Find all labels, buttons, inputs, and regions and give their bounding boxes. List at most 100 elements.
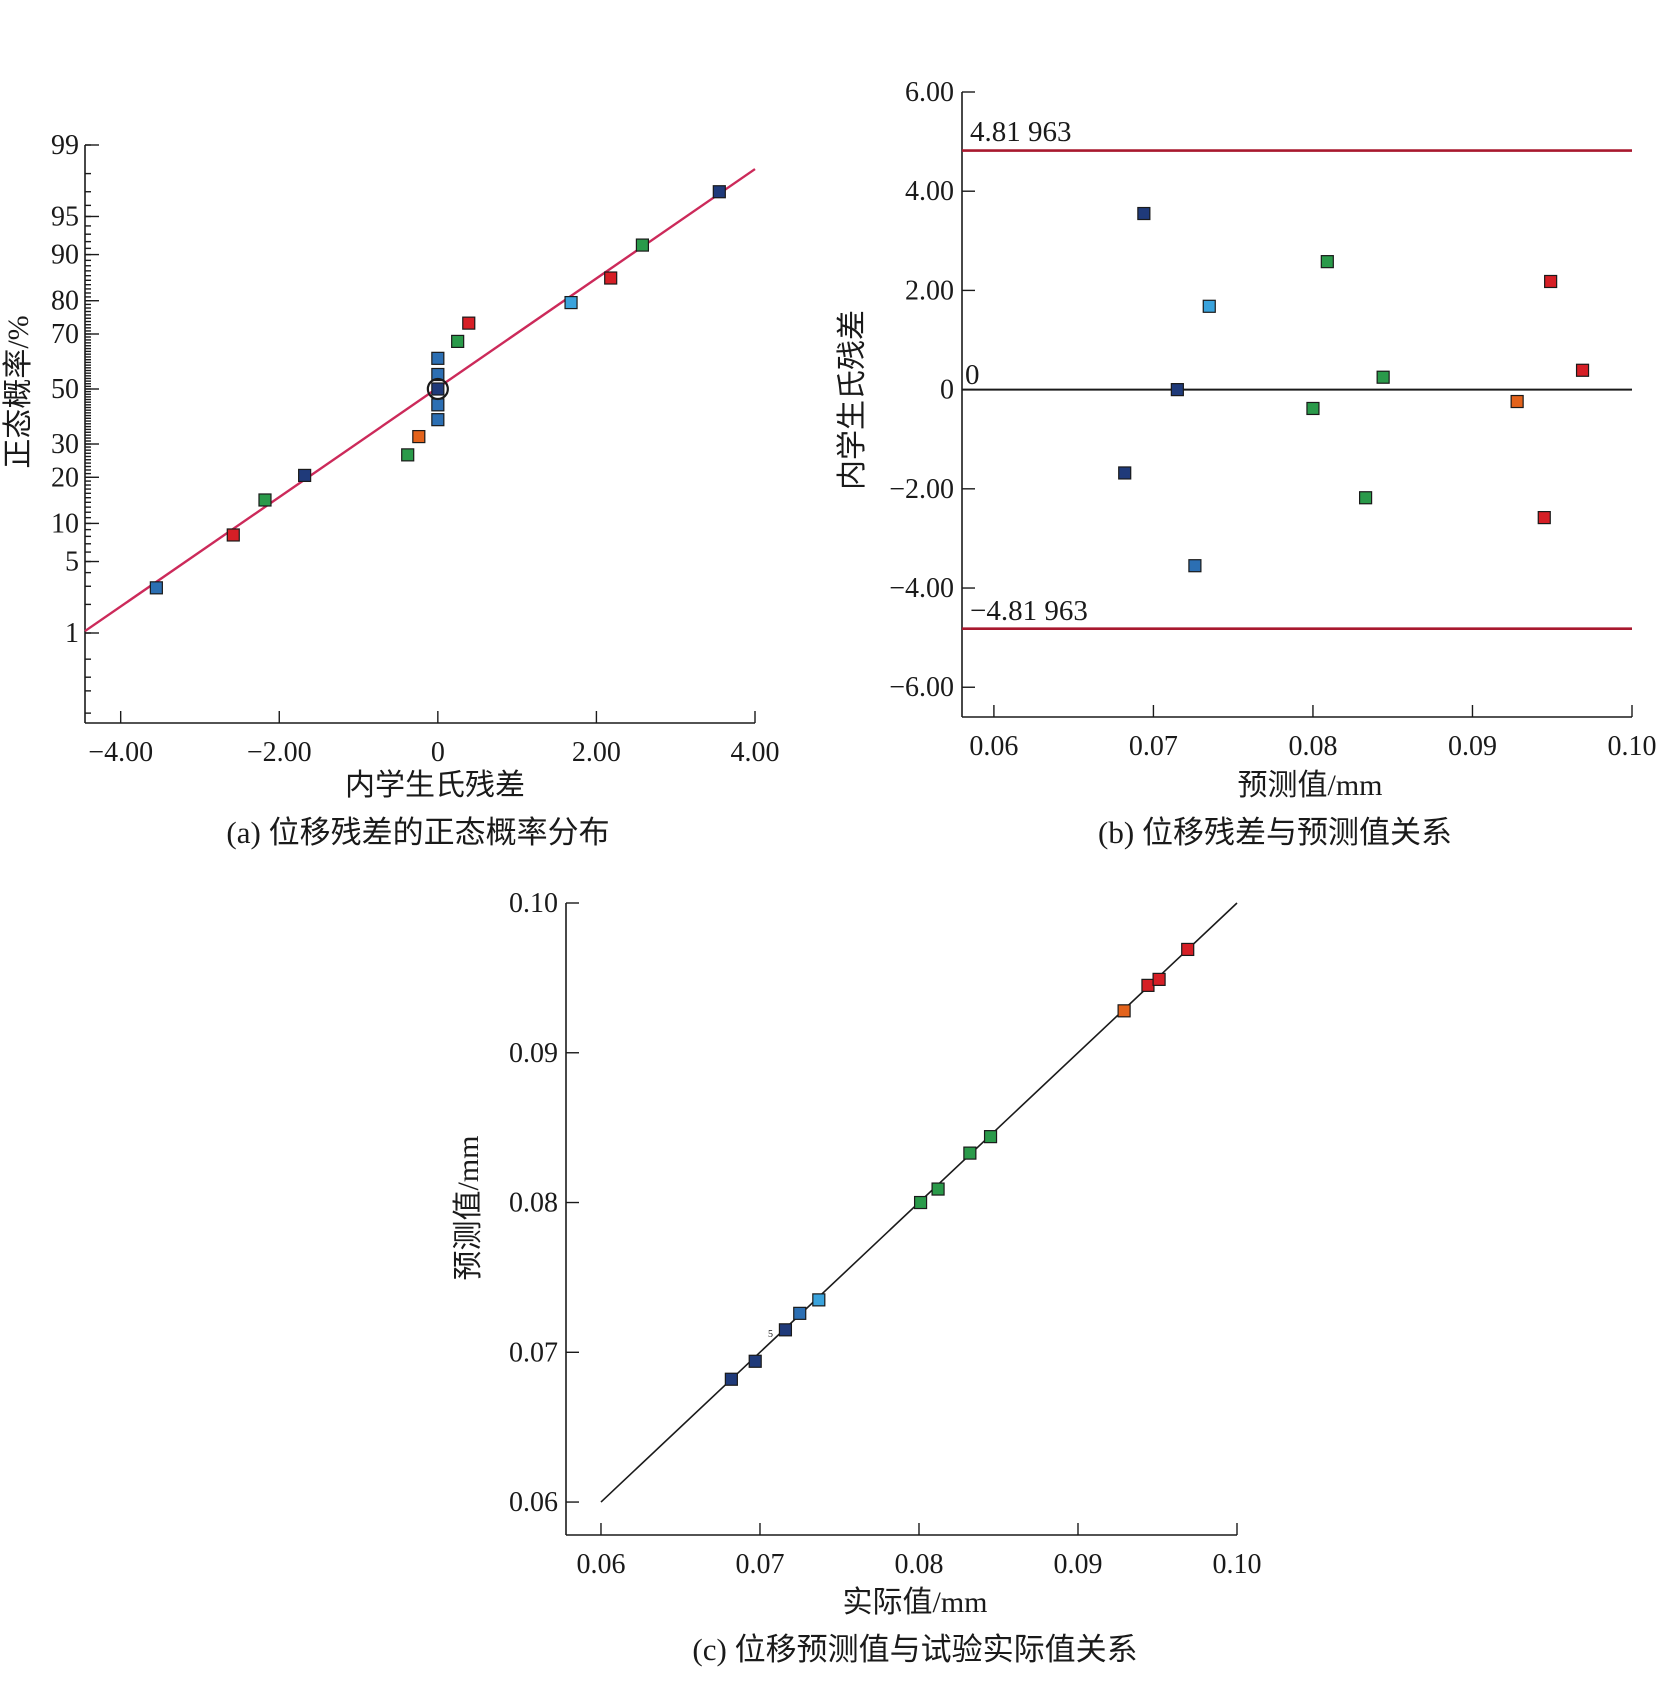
- panel-a-point: [712, 185, 726, 199]
- panel-a-point: [298, 468, 312, 483]
- zero-line-label: 0: [965, 359, 980, 391]
- panel-c-y-tick-label: 0.08: [509, 1188, 558, 1219]
- panel-b-x-tick-label: 0.07: [1129, 731, 1178, 762]
- panel-a-caption: (a) 位移残差的正态概率分布: [226, 815, 609, 850]
- panel-b-point: [1188, 559, 1202, 573]
- panel-c-point: [812, 1293, 826, 1307]
- panel-a-x-tick-label: −4.00: [88, 737, 153, 768]
- panel-a-point: [451, 334, 465, 349]
- panel-c-x-tick-label: 0.06: [576, 1549, 625, 1580]
- panel-a-point: [564, 295, 578, 310]
- panel-b-x-tick-label: 0.09: [1448, 731, 1497, 762]
- panel-a-x-tick-label: 4.00: [731, 737, 780, 768]
- panel-a-y-tick-label: 20: [51, 462, 79, 493]
- panel-b-ylabel: 内学生氏残差: [836, 310, 869, 490]
- panel-c-caption: (c) 位移预测值与试验实际值关系: [692, 1632, 1137, 1667]
- panel-a-point: [431, 398, 445, 412]
- panel-c-x-tick-label: 0.09: [1053, 1549, 1102, 1580]
- panel-b-y-tick-label: 0: [940, 375, 954, 406]
- panel-b-point: [1358, 491, 1373, 505]
- panel-c-y-tick-label: 0.07: [509, 1337, 558, 1368]
- panel-c-point: [748, 1354, 762, 1368]
- panel-c-x-tick-label: 0.08: [894, 1549, 943, 1580]
- panel-c: (c) 位移预测值与试验实际值关系 实际值/mm 预测值/mm 5: [452, 1135, 1138, 1667]
- panel-a-ylabel: 正态概率/%: [2, 315, 35, 468]
- panel-a-x-tick-label: 2.00: [572, 737, 621, 768]
- panel-b-y-tick-label: −6.00: [889, 672, 954, 703]
- panel-a-point: [149, 581, 163, 595]
- panel-b-x-tick-label: 0.10: [1608, 731, 1657, 762]
- panel-a-point: [635, 238, 650, 252]
- panel-b-point: [1510, 394, 1524, 409]
- panel-a-point: [401, 448, 415, 462]
- panel-b-point: [1544, 274, 1558, 289]
- panel-a-point: [462, 316, 476, 330]
- panel-c-point: [1141, 978, 1155, 992]
- panel-c-point: [778, 1323, 793, 1337]
- panel-a-point: [431, 367, 445, 382]
- panel-b-plot: 6.00 4.00 2.00 0 −2.00 −4.00 −6.00 0.06 0.07 0.08…: [889, 77, 1656, 762]
- panel-b-x-tick-label: 0.06: [969, 731, 1018, 762]
- panel-a-point: [431, 351, 445, 365]
- panel-a-y-tick-label: 95: [51, 201, 79, 232]
- panel-c-point: [1152, 972, 1166, 986]
- panel-a-point: [226, 528, 240, 542]
- panel-a-y-tick-label: 80: [51, 286, 79, 317]
- panel-b: (b) 位移残差与预测值关系 预测值/mm 内学生氏残差 4.81 963 −4…: [836, 116, 1452, 850]
- panel-c-y-tick-label: 0.06: [509, 1487, 558, 1518]
- panel-c-point: [1181, 942, 1195, 957]
- panel-c-xlabel: 实际值/mm: [842, 1586, 987, 1619]
- panel-a: (a) 位移残差的正态概率分布 内学生氏残差 正态概率/%: [2, 315, 610, 850]
- panel-c-y-tick-label: 0.09: [509, 1038, 558, 1069]
- panel-c-point: [963, 1146, 977, 1160]
- panel-c-point: [724, 1372, 738, 1386]
- panel-a-xlabel: 内学生氏残差: [345, 769, 525, 802]
- panel-c-point: [1117, 1004, 1131, 1018]
- panel-c-x-tick-label: 0.07: [735, 1549, 784, 1580]
- panel-b-point: [1537, 510, 1551, 525]
- panel-b-point: [1376, 370, 1390, 384]
- panel-b-y-tick-label: −2.00: [889, 474, 954, 505]
- panel-b-y-tick-label: 2.00: [905, 275, 954, 306]
- panel-a-y-tick-label: 90: [51, 240, 79, 271]
- panel-b-point: [1320, 255, 1334, 269]
- panel-a-y-tick-label: 5: [65, 547, 79, 578]
- panel-a-point: [431, 413, 445, 427]
- panel-b-xlabel: 预测值/mm: [1237, 769, 1382, 802]
- panel-b-caption: (b) 位移残差与预测值关系: [1098, 815, 1452, 850]
- panel-b-point: [1137, 206, 1151, 221]
- panel-a-y-tick-label: 30: [51, 429, 79, 460]
- panel-c-point: [931, 1182, 945, 1196]
- panel-c-ylabel: 预测值/mm: [452, 1135, 485, 1280]
- panel-b-point: [1306, 401, 1320, 416]
- panel-c-y-tick-label: 0.10: [509, 888, 558, 919]
- panel-a-y-tick-label: 10: [51, 508, 79, 539]
- panel-c-point: [913, 1195, 928, 1210]
- panel-b-point: [1118, 466, 1132, 480]
- panel-c-plot: 0.06 0.07 0.08 0.09 0.10 0.06 0.07 0.08 0.09 0.10: [509, 888, 1262, 1580]
- upper-limit-label: 4.81 963: [970, 116, 1072, 148]
- panel-b-y-tick-label: −4.00: [889, 573, 954, 604]
- point-label: 5: [768, 1329, 773, 1340]
- panel-b-y-tick-label: 4.00: [905, 176, 954, 207]
- lower-limit-label: −4.81 963: [970, 595, 1088, 627]
- panel-b-y-tick-label: 6.00: [905, 77, 954, 108]
- panel-a-x-tick-label: 0: [431, 737, 445, 768]
- panel-a-point: [604, 271, 618, 285]
- panel-a-y-tick-label: 50: [51, 374, 79, 405]
- panel-c-point: [983, 1130, 998, 1144]
- panel-a-point: [431, 382, 445, 396]
- panel-b-point: [1575, 363, 1590, 377]
- panel-c-point: [793, 1306, 807, 1320]
- panel-a-point: [258, 493, 272, 507]
- panel-a-x-tick-label: −2.00: [247, 737, 312, 768]
- panel-a-y-tick-label: 99: [51, 130, 79, 161]
- panel-a-y-tick-label: 1: [65, 618, 79, 649]
- panel-b-x-tick-label: 0.08: [1288, 731, 1337, 762]
- panel-b-point: [1170, 383, 1184, 397]
- panel-a-fit-line: [84, 168, 756, 633]
- panel-a-highlight-ring: [426, 377, 449, 401]
